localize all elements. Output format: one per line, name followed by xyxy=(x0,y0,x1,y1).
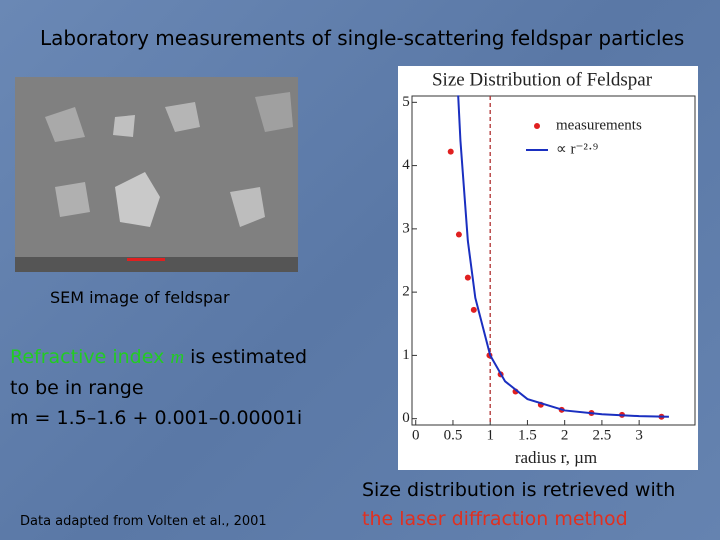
refractive-line: Refractive index m is estimated xyxy=(10,346,307,369)
chart-title: Size Distribution of Feldspar xyxy=(432,69,653,90)
y-tick-label: 5 xyxy=(402,94,410,110)
sem-image xyxy=(15,77,298,272)
x-tick-label: 2 xyxy=(561,427,569,443)
retrieval: the laser diffraction method xyxy=(362,508,628,530)
refractive-line: to be in range xyxy=(10,377,144,399)
refractive-line: m = 1.5–1.6 + 0.001–0.00001i xyxy=(10,407,303,429)
text: Refractive index xyxy=(10,346,165,368)
x-tick-label: 3 xyxy=(635,427,643,443)
chart: Size Distribution of Feldspar radius r, … xyxy=(398,66,698,470)
slide-title: Laboratory measurements of single-scatte… xyxy=(40,26,685,50)
text: is estimated xyxy=(190,346,308,368)
x-tick-label: 1 xyxy=(486,427,494,443)
legend-label: measurements xyxy=(556,117,642,133)
x-tick-label: 0.5 xyxy=(444,427,463,443)
x-tick-label: 2.5 xyxy=(593,427,612,443)
x-tick-label: 0 xyxy=(412,427,420,443)
x-tick-label: 1.5 xyxy=(518,427,537,443)
image-caption: SEM image of feldspar xyxy=(50,288,230,307)
y-tick-label: 4 xyxy=(402,157,410,173)
y-tick-label: 2 xyxy=(402,284,410,300)
y-tick-label: 1 xyxy=(402,347,410,363)
legend-label: ∝ r⁻²·⁹ xyxy=(556,141,598,157)
data-point xyxy=(470,306,477,313)
symbol: m xyxy=(170,347,185,368)
legend-swatch xyxy=(534,123,540,129)
fit-line xyxy=(457,95,669,418)
retrieval: Size distribution is retrieved with xyxy=(362,479,676,501)
data-point xyxy=(464,274,471,281)
source: Data adapted from Volten et al., 2001 xyxy=(20,514,267,529)
data-point xyxy=(447,148,454,155)
y-tick-label: 3 xyxy=(402,220,410,236)
plot-frame xyxy=(411,95,696,426)
y-tick-label: 0 xyxy=(402,410,410,426)
data-point xyxy=(455,231,462,238)
chart-background xyxy=(398,66,698,470)
x-axis-label: radius r, µm xyxy=(515,448,597,467)
